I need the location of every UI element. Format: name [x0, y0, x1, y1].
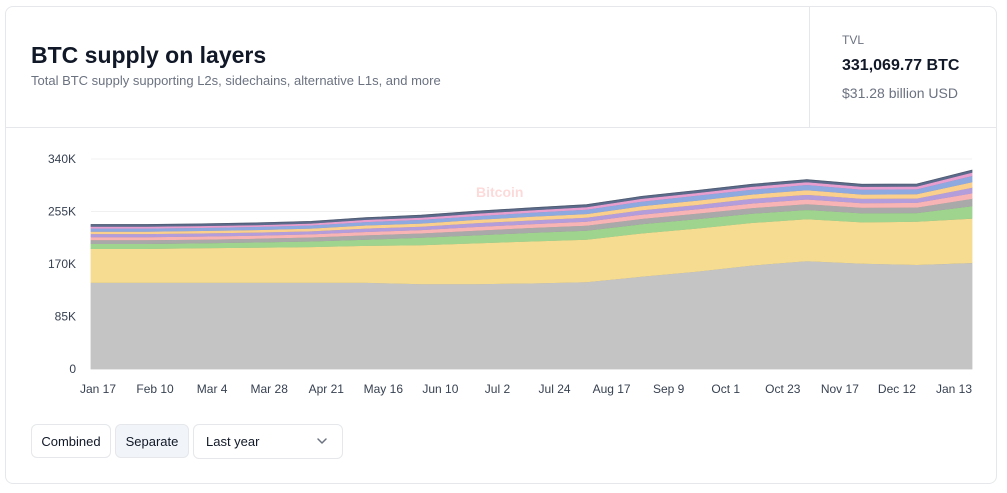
x-tick-label: Jul 24 [539, 382, 571, 396]
x-axis: Jan 17 Feb 10 Mar 4 Mar 28 Apr 21 May 16 Jun 1… [80, 382, 972, 396]
x-tick-label: Nov 17 [821, 382, 859, 396]
chart-card: BTC supply on layers Total BTC supply su… [5, 6, 997, 484]
y-axis: 0 85K 170K 255K 340K [48, 152, 76, 376]
x-tick-label: Mar 4 [197, 382, 228, 396]
x-tick-label: Dec 12 [878, 382, 916, 396]
series-area-9 [90, 169, 973, 227]
tvl-panel: TVL 331,069.77 BTC $31.28 billion USD [809, 7, 999, 127]
range-select[interactable]: Last year [193, 424, 343, 459]
x-tick-label: Jan 17 [80, 382, 116, 396]
series-edge-9 [91, 169, 973, 225]
x-tick-label: Jul 2 [485, 382, 511, 396]
y-tick-label: 0 [69, 362, 76, 376]
watermark-text: Bitcoin [476, 184, 523, 200]
range-select-value: Last year [206, 434, 260, 449]
x-tick-label: Jun 10 [422, 382, 458, 396]
x-tick-label: Oct 23 [765, 382, 801, 396]
tvl-label: TVL [842, 33, 865, 47]
chevron-down-icon [317, 438, 327, 444]
x-tick-label: Mar 28 [251, 382, 289, 396]
tvl-btc-value: 331,069.77 BTC [842, 57, 960, 74]
y-tick-label: 255K [48, 205, 76, 219]
card-header: BTC supply on layers Total BTC supply su… [6, 7, 996, 128]
y-tick-label: 340K [48, 152, 76, 166]
page-subtitle: Total BTC supply supporting L2s, sidecha… [31, 73, 441, 88]
x-tick-label: Sep 9 [653, 382, 685, 396]
stacked-area-chart: Bitcoin 0 85K 170K 255K 340K Jan 17 Feb 10 Mar… [48, 152, 973, 396]
x-tick-label: Apr 21 [309, 382, 345, 396]
x-tick-label: May 16 [364, 382, 404, 396]
x-tick-label: Jan 13 [936, 382, 972, 396]
x-tick-label: Feb 10 [136, 382, 174, 396]
x-tick-label: Oct 1 [711, 382, 740, 396]
series-areas [90, 169, 973, 370]
y-tick-label: 85K [55, 310, 76, 324]
x-tick-label: Aug 17 [593, 382, 631, 396]
tvl-usd-value: $31.28 billion USD [842, 85, 958, 101]
combined-button[interactable]: Combined [31, 424, 111, 458]
separate-button[interactable]: Separate [115, 424, 189, 458]
page-title: BTC supply on layers [31, 42, 267, 68]
y-tick-label: 170K [48, 257, 76, 271]
